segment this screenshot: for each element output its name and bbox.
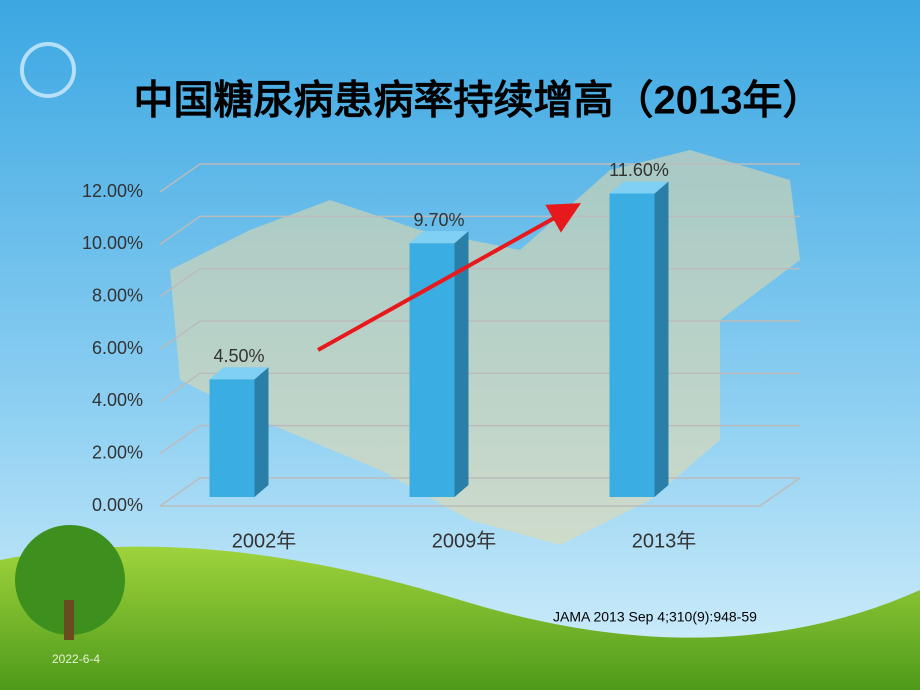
bar-top: [609, 181, 669, 194]
bar-top: [409, 231, 469, 244]
y-tick-label: 12.00%: [82, 181, 143, 201]
trend-arrow: [317, 203, 581, 352]
hills: [0, 546, 920, 690]
x-tick-label: 2002年: [232, 529, 297, 552]
floor: [160, 477, 801, 507]
bar: [209, 379, 255, 497]
bar: [609, 193, 655, 497]
grid-line: [159, 372, 800, 402]
date: 2022-6-4: [52, 652, 100, 666]
bar-side: [654, 181, 669, 497]
grid-line: [159, 267, 800, 298]
y-tick-label: 10.00%: [82, 233, 143, 253]
grid-line: [159, 215, 800, 245]
tree: [15, 525, 125, 635]
chart-title: 中国糖尿病患病率持续增高（2013年）: [134, 79, 823, 123]
bar-side: [454, 231, 469, 497]
logo: [20, 42, 76, 98]
data-label: 11.60%: [609, 160, 669, 180]
y-tick-label: 0.00%: [92, 495, 143, 515]
y-tick-label: 2.00%: [92, 442, 143, 462]
x-tick-label: 2009年: [432, 529, 497, 552]
bar-top: [209, 367, 269, 380]
x-tick-label: 2013年: [632, 529, 697, 552]
grid-line: [159, 320, 800, 350]
y-tick-label: 8.00%: [92, 285, 143, 305]
grid-line: [159, 424, 800, 455]
data-label: 9.70%: [413, 210, 464, 230]
tree-trunk: [64, 600, 74, 640]
y-tick-label: 6.00%: [92, 338, 143, 358]
source: JAMA 2013 Sep 4;310(9):948-59: [553, 609, 757, 625]
data-label: 4.50%: [213, 346, 264, 366]
grid-line: [159, 163, 800, 193]
y-tick-label: 4.00%: [92, 390, 143, 410]
bar-side: [254, 367, 269, 497]
grid-line: [159, 477, 800, 507]
bar: [409, 243, 455, 497]
